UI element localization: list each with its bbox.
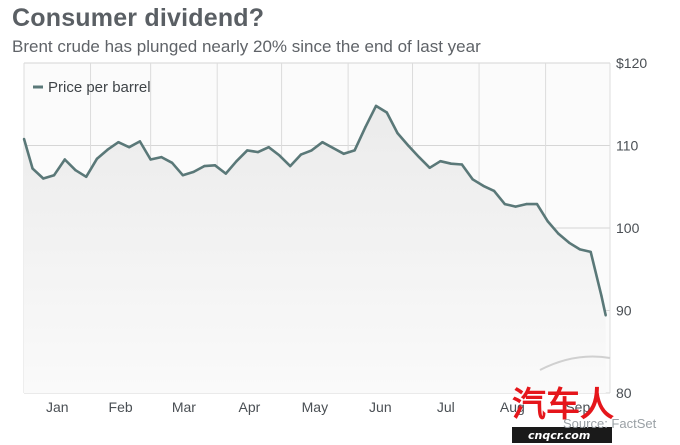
x-tick-label: Sep [565,399,590,415]
watermark-car-outline [539,355,611,371]
y-axis: $120 110 100 90 80 [616,55,647,401]
data-point [85,175,88,178]
series-line [22,104,607,316]
data-point [546,220,549,223]
watermark-main-text: 汽车人 [512,385,614,425]
x-tick-label: Aug [500,399,525,415]
x-tick-label: Apr [238,399,260,415]
data-point [407,144,410,147]
watermark-site-bg [512,427,612,443]
data-point [106,148,109,151]
line-layer [22,104,607,317]
watermark-site-text: cnqcr.com [528,429,590,442]
data-point [149,158,152,161]
data-point [471,178,474,181]
data-point [535,202,539,206]
data-point [181,174,184,177]
watermark-logo: 汽车人 cnqcr.com [512,355,614,443]
x-tick-label: Mar [172,399,196,415]
data-point [278,154,281,157]
data-point [160,155,163,159]
data-point [213,164,217,167]
data-point [568,241,571,244]
y-tick-label: 80 [616,385,632,401]
chart-subtitle: Brent crude has plunged nearly 20% since… [12,37,481,56]
source-note: Source: FactSet [563,416,657,431]
data-point [396,131,399,135]
data-point [331,146,335,150]
data-point [117,141,120,144]
y-tick-label: 100 [616,220,640,236]
data-point [503,202,506,206]
data-point [525,202,528,206]
data-point [428,166,431,169]
data-point [289,164,292,168]
data-point [492,189,496,193]
data-point [74,169,77,172]
data-point [299,153,303,156]
data-point [128,146,131,149]
data-point [235,160,238,163]
data-point [385,111,388,114]
data-point [138,140,142,143]
x-tick-label: Jun [369,399,392,415]
data-point [22,137,26,141]
data-point [600,294,603,297]
data-point [578,248,582,251]
data-point [450,162,453,165]
data-point [321,141,324,144]
data-point [31,167,34,170]
data-point [460,163,464,166]
data-point [364,126,367,129]
y-tick-label: 90 [616,303,632,319]
x-tick-label: May [302,399,328,415]
x-axis: Jan Feb Mar Apr May Jun Jul Aug Sep [46,399,590,415]
data-point [310,149,313,152]
legend-label: Price per barrel [48,79,151,96]
chart-title: Consumer dividend? [12,4,265,32]
data-point [42,177,45,180]
x-tick-label: Jan [46,399,69,415]
data-point [246,149,249,152]
x-tick-label: Feb [109,399,133,415]
data-point [557,232,560,235]
data-point [417,155,421,159]
y-tick-label: 110 [616,138,639,154]
legend: Price per barrel [33,79,151,96]
data-point [52,174,56,177]
data-point [604,314,607,317]
data-point [342,152,345,155]
data-point [95,157,99,160]
data-point [353,149,356,152]
data-point [63,158,66,161]
data-point [482,184,485,188]
data-point [192,170,195,174]
data-point [374,104,378,108]
area-layer [24,105,606,394]
data-point [589,250,592,254]
series-area [24,105,606,394]
data-point [256,150,260,154]
data-point [224,172,227,175]
data-point [439,160,442,163]
data-point [170,161,174,164]
y-tick-label: $120 [616,55,647,71]
x-tick-label: Jul [437,399,455,415]
data-point [203,164,206,168]
data-point [267,146,270,149]
data-point [514,205,517,208]
